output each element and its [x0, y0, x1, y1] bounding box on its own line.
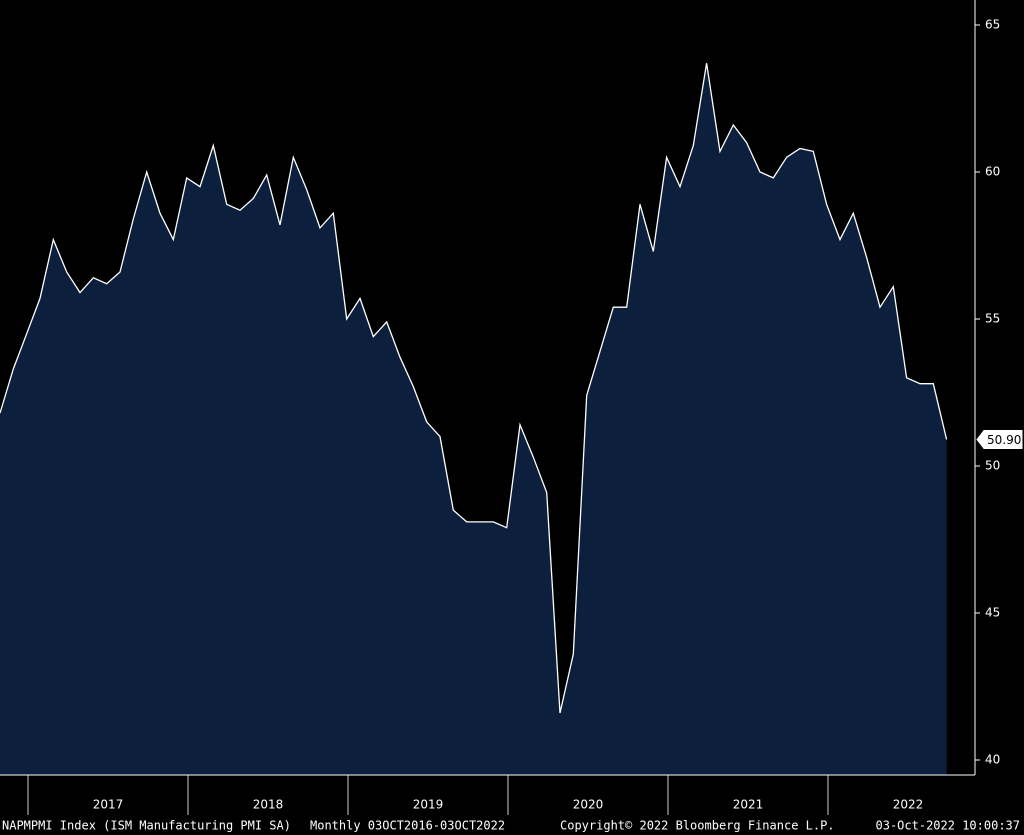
x-year-label: 2018 — [253, 798, 284, 812]
footer-copyright: Copyright© 2022 Bloomberg Finance L.P. — [560, 819, 835, 833]
x-year-label: 2019 — [413, 798, 444, 812]
x-year-label: 2022 — [893, 798, 924, 812]
footer-timestamp: 03-Oct-2022 10:00:37 — [876, 819, 1021, 833]
series-line — [0, 63, 948, 714]
footer-period: Monthly 03OCT2016-03OCT2022 — [310, 819, 505, 833]
area-fill — [0, 63, 947, 775]
y-tick-label: 45 — [985, 606, 1000, 620]
y-tick-label: 65 — [985, 18, 1000, 32]
y-tick-label: 50 — [985, 459, 1000, 473]
x-year-label: 2020 — [573, 798, 604, 812]
y-tick-label: 55 — [985, 312, 1000, 326]
value-label: 50.90 — [987, 433, 1021, 447]
x-year-label: 2017 — [93, 798, 124, 812]
value-label-box — [976, 430, 1023, 450]
x-year-label: 2021 — [733, 798, 764, 812]
y-tick-label: 40 — [985, 753, 1000, 767]
y-tick-label: 60 — [985, 165, 1000, 179]
footer-ticker: NAPMPMI Index (ISM Manufacturing PMI SA) — [2, 819, 291, 833]
